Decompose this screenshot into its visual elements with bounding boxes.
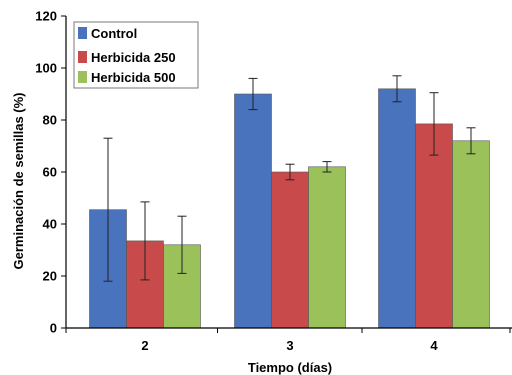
x-tick-label: 2 <box>141 338 148 353</box>
bar-control-day-3 <box>234 93 272 329</box>
y-axis-title: Germinación de semillas (%) <box>11 92 26 269</box>
x-tick-label: 3 <box>286 338 293 353</box>
y-tick-label: 40 <box>43 217 57 232</box>
error-bar <box>322 161 332 173</box>
legend-label-control: Control <box>91 26 137 41</box>
legend-box <box>73 21 199 89</box>
y-tick-label: 20 <box>43 269 57 284</box>
y-tick-label: 60 <box>43 165 57 180</box>
y-tick-label: 0 <box>50 321 57 336</box>
bar-herbicida-250-day-3 <box>271 171 309 329</box>
y-tick-label: 100 <box>35 61 57 76</box>
error-bars-layer <box>103 75 476 282</box>
y-tick-label: 80 <box>43 113 57 128</box>
error-bar <box>466 127 476 155</box>
bars-layer <box>89 88 490 329</box>
axes-layer: 0 20 40 60 80 100 120 2 3 4 <box>35 9 512 353</box>
error-bar <box>392 75 402 103</box>
error-bar <box>177 215 187 274</box>
error-bar <box>429 92 439 156</box>
legend: Control Herbicida 250 Herbicida 500 <box>73 21 199 89</box>
x-tick-label: 4 <box>430 338 438 353</box>
error-bar <box>140 201 150 281</box>
bar-herbicida-500-day-3 <box>308 166 346 329</box>
legend-swatch-herbicida-500 <box>78 71 87 83</box>
legend-label-herbicida-250: Herbicida 250 <box>91 50 176 65</box>
error-bar <box>248 77 258 111</box>
legend-swatch-herbicida-250 <box>78 51 87 63</box>
legend-swatch-control <box>78 27 87 39</box>
error-bar <box>285 163 295 181</box>
bar-control-day-4 <box>378 88 416 329</box>
y-tick-label: 120 <box>35 9 57 24</box>
x-axis-title: Tiempo (días) <box>248 360 332 375</box>
legend-label-herbicida-500: Herbicida 500 <box>91 70 176 85</box>
error-bar <box>103 137 113 282</box>
bar-herbicida-500-day-4 <box>452 140 490 329</box>
